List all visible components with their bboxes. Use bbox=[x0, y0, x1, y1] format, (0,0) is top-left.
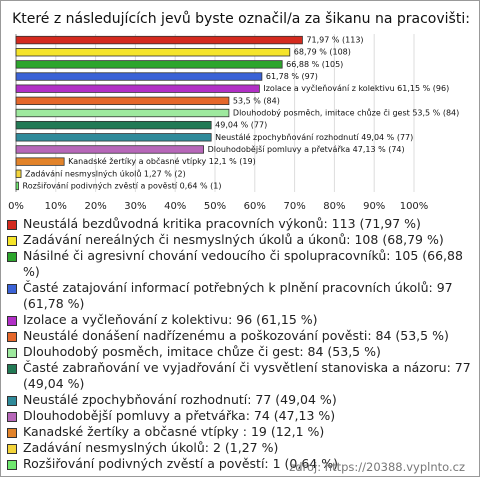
legend-item: Izolace a vyčleňování z kolektivu: 96 (6… bbox=[7, 312, 473, 328]
value-label: Kanadské žertíky a občasné vtípky 12,1 %… bbox=[68, 156, 256, 166]
legend-label: Rozšiřování podivných zvěstí a pověstí: … bbox=[23, 456, 338, 471]
bar bbox=[15, 120, 212, 130]
legend-item: Neustálé zpochybňování rozhodnutí: 77 (4… bbox=[7, 392, 473, 408]
x-tick-label: 40% bbox=[164, 201, 186, 211]
bar bbox=[15, 48, 291, 57]
legend-item: Časté zabraňování ve vyjadřování či vysv… bbox=[7, 360, 473, 392]
x-tick-label: 30% bbox=[124, 201, 146, 211]
bar bbox=[15, 169, 22, 178]
x-tick-label: 90% bbox=[363, 201, 385, 211]
legend-item: Dlouhodobější pomluvy a přetvářka: 74 (4… bbox=[7, 408, 473, 424]
legend-swatch bbox=[7, 332, 17, 342]
bar bbox=[15, 145, 204, 154]
legend-label: Izolace a vyčleňování z kolektivu: 96 (6… bbox=[23, 312, 318, 327]
legend-swatch bbox=[7, 412, 17, 422]
legend-swatch bbox=[7, 460, 17, 470]
legend-label: Neustálá bezdůvodná kritika pracovních v… bbox=[23, 216, 421, 231]
legend-item: Neustálé donášení nadřízenému a poškozov… bbox=[7, 328, 473, 344]
value-label: 71,97 % (113) bbox=[306, 36, 363, 45]
x-tick-label: 10% bbox=[45, 201, 67, 211]
legend-item: Násilné či agresivní chování vedoucího č… bbox=[7, 248, 473, 280]
legend-label: Časté zatajování informací potřebných k … bbox=[23, 280, 453, 311]
legend-item: Dlouhodobý posměch, imitace chůze či ges… bbox=[7, 344, 473, 360]
x-tick-label: 80% bbox=[323, 201, 345, 211]
value-label: 66,88 % (105) bbox=[286, 60, 343, 69]
legend-label: Neustálé zpochybňování rozhodnutí: 77 (4… bbox=[23, 392, 337, 407]
value-label: Izolace a vyčleňování z kolektivu 61,15 … bbox=[263, 83, 449, 93]
value-label: Zadávání nesmyslných úkolů 1,27 % (2) bbox=[25, 168, 186, 178]
legend-label: Násilné či agresivní chování vedoucího č… bbox=[23, 248, 463, 279]
legend: Neustálá bezdůvodná kritika pracovních v… bbox=[7, 216, 473, 472]
legend-swatch bbox=[7, 428, 17, 438]
x-tick-label: 50% bbox=[204, 201, 226, 211]
value-label: Dlouhodobý posměch, imitace chůze či ges… bbox=[233, 108, 459, 118]
x-tick-label: 70% bbox=[283, 201, 305, 211]
legend-label: Časté zabraňování ve vyjadřování či vysv… bbox=[23, 360, 471, 391]
chart: Které z následujících jevů byste označil… bbox=[8, 11, 470, 212]
legend-item: Neustálá bezdůvodná kritika pracovních v… bbox=[7, 216, 473, 232]
legend-label: Kanadské žertíky a občasné vtípky : 19 (… bbox=[23, 424, 325, 439]
x-tick-label: 0% bbox=[8, 201, 24, 211]
legend-item: Zadávání nesmyslných úkolů: 2 (1,27 %) bbox=[7, 440, 473, 456]
legend-swatch bbox=[7, 284, 17, 294]
legend-label: Zadávání nereálných či nesmyslných úkolů… bbox=[23, 232, 444, 247]
legend-item: Kanadské žertíky a občasné vtípky : 19 (… bbox=[7, 424, 473, 440]
x-tick-label: 100% bbox=[400, 201, 429, 211]
legend-label: Zadávání nesmyslných úkolů: 2 (1,27 %) bbox=[23, 440, 279, 455]
legend-swatch bbox=[7, 364, 17, 374]
value-label: Dlouhodobější pomluvy a přetvářka 47,13 … bbox=[208, 144, 405, 154]
legend-item: Zadávání nereálných či nesmyslných úkolů… bbox=[7, 232, 473, 248]
legend-label: Neustálé donášení nadřízenému a poškozov… bbox=[23, 328, 449, 343]
value-label: 61,78 % (97) bbox=[266, 72, 318, 81]
bar bbox=[15, 72, 263, 81]
value-label: 53,5 % (84) bbox=[233, 96, 280, 105]
value-label: 49,04 % (77) bbox=[215, 121, 267, 130]
legend-item: Časté zatajování informací potřebných k … bbox=[7, 280, 473, 312]
source: zdroj: https://20388.vyplnto.cz bbox=[289, 460, 465, 474]
x-tick-label: 60% bbox=[244, 201, 266, 211]
value-label: Rozšiřování podivných zvěstí a pověstí 0… bbox=[23, 180, 222, 190]
x-tick-label: 20% bbox=[84, 201, 106, 211]
bar bbox=[15, 181, 19, 191]
legend-label: Dlouhodobý posměch, imitace chůze či ges… bbox=[23, 344, 381, 359]
legend-label: Dlouhodobější pomluvy a přetvářka: 74 (4… bbox=[23, 408, 336, 423]
bar bbox=[15, 108, 230, 118]
bar bbox=[15, 60, 283, 69]
chart-title: Které z následujících jevů byste označil… bbox=[12, 11, 470, 27]
legend-swatch bbox=[7, 220, 17, 230]
legend-swatch bbox=[7, 396, 17, 406]
legend-swatch bbox=[7, 236, 17, 246]
legend-swatch bbox=[7, 348, 17, 358]
bar bbox=[15, 84, 260, 93]
value-label: 68,79 % (108) bbox=[294, 48, 351, 57]
value-label: Neustálé zpochybňování rozhodnutí 49,04 … bbox=[215, 132, 413, 142]
legend-item: Rozšiřování podivných zvěstí a pověstí: … bbox=[7, 456, 473, 472]
bar bbox=[15, 35, 303, 45]
bar bbox=[15, 157, 65, 166]
legend-swatch bbox=[7, 444, 17, 454]
bar bbox=[15, 133, 212, 142]
legend-swatch bbox=[7, 252, 17, 262]
legend-swatch bbox=[7, 316, 17, 326]
bar bbox=[15, 96, 230, 106]
